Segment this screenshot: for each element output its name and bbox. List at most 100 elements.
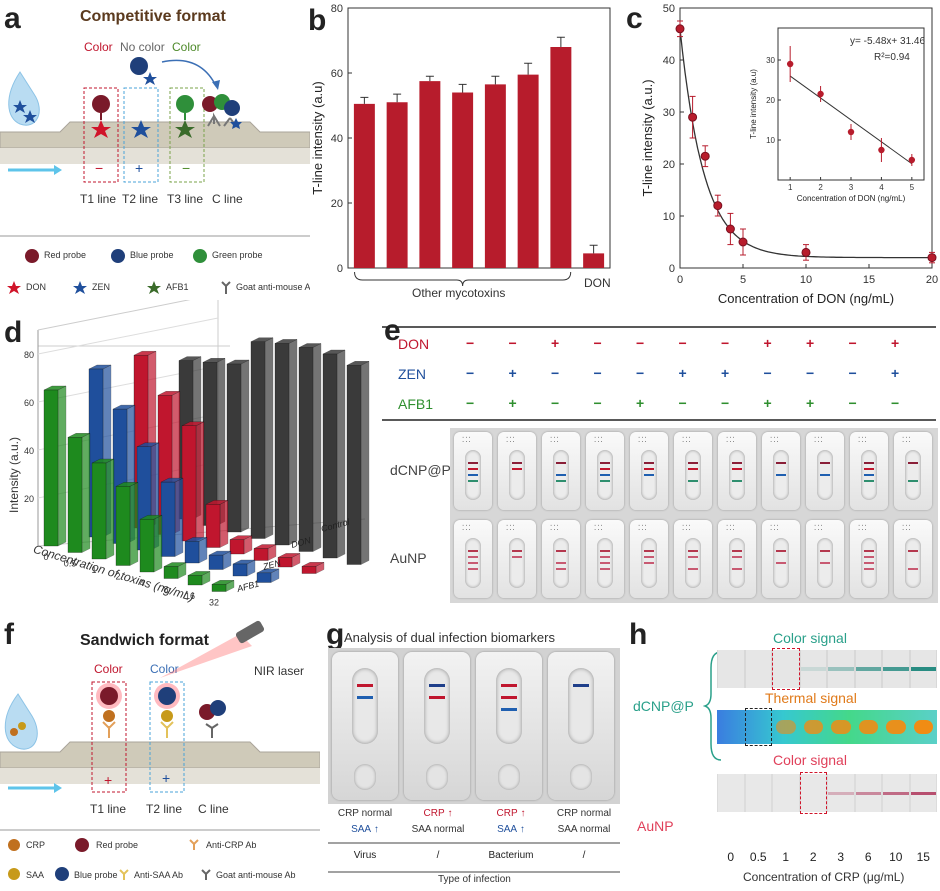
strip-dots: ⁚⁚⁚ bbox=[594, 525, 604, 532]
bar-side bbox=[195, 421, 205, 542]
strip-window bbox=[352, 668, 378, 744]
h-aunp-label: AuNP bbox=[637, 818, 674, 834]
test-strip: ⁚⁚⁚ bbox=[850, 520, 888, 598]
test-line bbox=[573, 684, 589, 687]
t1-line-label: T1 line bbox=[80, 192, 117, 206]
bar bbox=[43, 389, 59, 547]
zen-star-icon bbox=[131, 120, 151, 138]
color-band bbox=[746, 792, 772, 795]
bar bbox=[205, 504, 221, 548]
series-label: AFB1 bbox=[235, 578, 260, 594]
strip-dots: ⁚⁚⁚ bbox=[770, 437, 780, 444]
t1-line bbox=[732, 556, 742, 558]
sign-cell: − bbox=[678, 335, 687, 351]
c-line bbox=[556, 462, 566, 464]
green-probe-icon bbox=[176, 95, 194, 113]
saa-status: SAA ↑ bbox=[497, 824, 525, 835]
strip-dots: ⁚⁚⁚ bbox=[814, 525, 824, 532]
test-strip: ⁚⁚⁚ bbox=[454, 432, 492, 510]
x-tick-label: 0 bbox=[43, 552, 48, 562]
color-band bbox=[718, 792, 744, 795]
strip-window bbox=[685, 450, 701, 500]
legend-afb1: AFB1 bbox=[166, 282, 189, 292]
strip-dots: ⁚⁚⁚ bbox=[902, 437, 912, 444]
bar bbox=[419, 81, 441, 268]
afb1-star-icon bbox=[147, 281, 161, 294]
sign-cell: + bbox=[678, 365, 687, 381]
sign-cell: − bbox=[721, 395, 730, 411]
x-tick-label: 0.5 bbox=[749, 850, 767, 864]
strip-dots: ⁚⁚⁚ bbox=[682, 437, 692, 444]
inset-x-tick-label: 2 bbox=[818, 183, 823, 192]
bar-side bbox=[81, 433, 91, 553]
panel-label: g bbox=[326, 618, 345, 651]
x-tick-label: 0 bbox=[677, 274, 683, 286]
test-strip: ⁚⁚⁚ bbox=[586, 520, 624, 598]
bar bbox=[298, 347, 314, 552]
panel-label: e bbox=[384, 314, 401, 347]
anti-saa-icon bbox=[119, 869, 129, 880]
sign-cell: − bbox=[593, 365, 602, 381]
panel-label: a bbox=[4, 2, 21, 35]
x-tick-label: 15 bbox=[863, 274, 875, 286]
x-tick-label: 32 bbox=[209, 598, 219, 608]
sign-cell: + bbox=[636, 395, 645, 411]
x-axis-label: Concentration of DON (ng/mL) bbox=[718, 291, 894, 306]
f-c-label: C line bbox=[198, 802, 229, 816]
t2-line bbox=[864, 562, 874, 564]
t1-line bbox=[600, 556, 610, 558]
inset-y-tick-label: 30 bbox=[766, 56, 775, 65]
x-tick-label: 5 bbox=[740, 274, 746, 286]
color-band bbox=[910, 667, 936, 671]
strip-cell bbox=[828, 650, 854, 688]
up-arrow-icon: ↑ bbox=[371, 824, 379, 835]
strip-window bbox=[641, 450, 657, 500]
test-strip: ⁚⁚⁚ bbox=[498, 432, 536, 510]
test-strip: ⁚⁚⁚ bbox=[630, 520, 668, 598]
series-label: ZEN bbox=[261, 557, 282, 572]
inset-x-tick-label: 4 bbox=[879, 183, 884, 192]
c-line bbox=[644, 550, 654, 552]
strip-cell bbox=[800, 774, 826, 812]
f-color-1: Color bbox=[94, 662, 123, 676]
strip-window bbox=[861, 450, 877, 500]
c-line bbox=[512, 550, 522, 552]
data-point bbox=[713, 201, 723, 211]
sign-cell: + bbox=[551, 335, 560, 351]
c-line bbox=[468, 550, 478, 552]
color-band bbox=[855, 667, 881, 671]
strip-cell bbox=[773, 650, 799, 688]
test-line bbox=[429, 696, 445, 699]
t2-line bbox=[644, 562, 654, 564]
t1-line bbox=[468, 556, 478, 558]
legend-blue-probe: Blue probe bbox=[130, 250, 174, 260]
bar bbox=[163, 566, 179, 579]
h-dcnp-label: dCNP@P bbox=[633, 698, 694, 714]
test-line bbox=[357, 684, 373, 687]
panel-label: f bbox=[4, 618, 14, 651]
t2-line bbox=[864, 474, 874, 476]
c-line bbox=[644, 462, 654, 464]
t2-line bbox=[468, 474, 478, 476]
strip-dots: ⁚⁚⁚ bbox=[902, 525, 912, 532]
x-tick-label: 1 bbox=[782, 850, 790, 864]
c-line bbox=[732, 462, 742, 464]
strip-window bbox=[641, 538, 657, 588]
sign-cell: − bbox=[466, 395, 475, 411]
thermal-spot bbox=[831, 720, 851, 734]
sign-cell: − bbox=[848, 335, 857, 351]
c-line bbox=[600, 462, 610, 464]
bar-side bbox=[288, 339, 298, 546]
bar-side bbox=[174, 477, 184, 557]
t3-line bbox=[556, 480, 566, 482]
infection-type: Virus bbox=[353, 850, 377, 861]
droplet-icon bbox=[4, 693, 38, 750]
t2-line bbox=[776, 474, 786, 476]
b-don-label: DON bbox=[584, 276, 611, 290]
t3-line bbox=[864, 568, 874, 570]
crp-status: CRP ↑ bbox=[496, 808, 526, 819]
c-line bbox=[776, 462, 786, 464]
test-strip bbox=[548, 652, 614, 800]
test-strip: ⁚⁚⁚ bbox=[586, 432, 624, 510]
